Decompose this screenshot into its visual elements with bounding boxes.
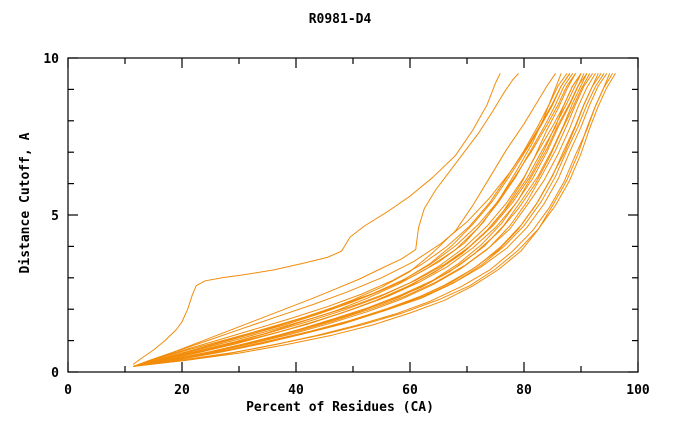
- page-title: R0981-D4: [308, 12, 372, 27]
- series-line: [134, 73, 571, 367]
- x-tick-label: 20: [174, 383, 190, 398]
- series-line: [137, 73, 599, 366]
- series-line: [137, 73, 593, 366]
- series-line: [137, 73, 573, 366]
- series-line: [133, 73, 501, 365]
- series-line: [136, 73, 616, 367]
- series-line: [135, 73, 588, 367]
- series-layer: [133, 73, 616, 367]
- x-tick-label: 40: [288, 383, 304, 398]
- series-line: [134, 73, 519, 367]
- y-tick-label: 5: [51, 209, 59, 224]
- series-line: [138, 73, 605, 365]
- series-line: [138, 73, 582, 365]
- series-line: [134, 73, 610, 367]
- y-tick-label: 0: [51, 366, 59, 381]
- series-line: [135, 73, 596, 367]
- x-tick-label: 100: [626, 383, 650, 398]
- y-tick-label: 10: [43, 52, 59, 67]
- series-line: [133, 73, 582, 367]
- series-line: [133, 73, 582, 367]
- series-line: [135, 73, 588, 367]
- tick-label-layer: 0 20 40 60 80 100 0 5 10: [43, 52, 650, 398]
- series-line: [138, 73, 585, 365]
- x-axis-label: Percent of Residues (CA): [246, 400, 434, 415]
- series-line: [134, 73, 571, 367]
- x-tick-label: 80: [516, 383, 532, 398]
- series-line: [135, 73, 576, 367]
- x-tick-label: 60: [402, 383, 418, 398]
- series-line: [133, 73, 568, 367]
- x-tick-label: 0: [64, 383, 72, 398]
- series-line: [133, 73, 591, 367]
- axis-layer: [67, 57, 639, 373]
